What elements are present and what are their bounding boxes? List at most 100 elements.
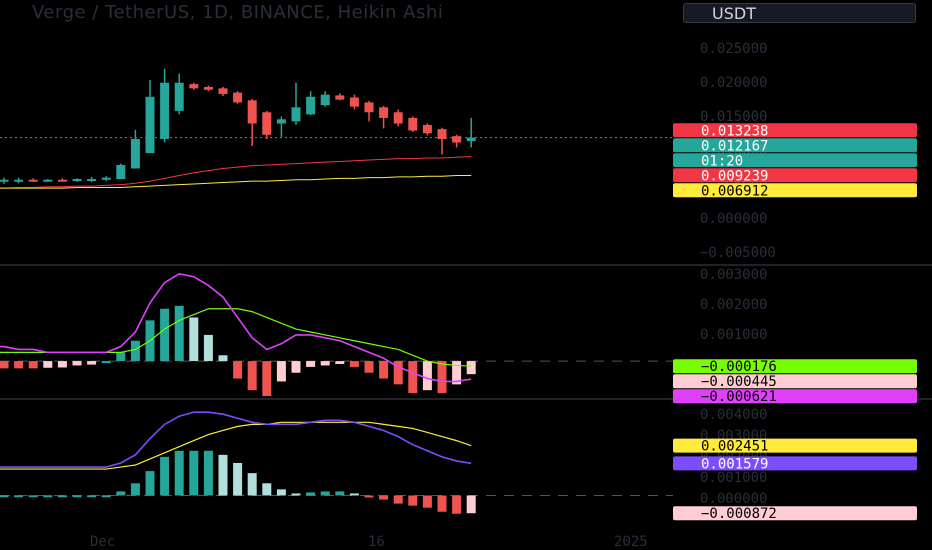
histogram-bar: [349, 493, 359, 496]
candle-body: [145, 96, 155, 154]
time-axis-label: 2025: [614, 534, 648, 550]
histogram-bar: [0, 495, 9, 498]
candle-body: [466, 137, 476, 142]
candle-body: [218, 88, 228, 94]
currency-button[interactable]: USDT: [683, 3, 916, 23]
y-tick-label: 0.000000: [700, 491, 767, 507]
candle-body: [87, 179, 97, 182]
candle-body: [364, 102, 374, 113]
price-tag-label: −0.000621: [701, 389, 777, 405]
candle-body: [291, 107, 301, 122]
histogram-bar: [335, 361, 345, 364]
histogram-bar: [218, 454, 228, 496]
candle-body: [14, 179, 24, 182]
histogram-bar: [393, 495, 403, 504]
histogram-bar: [130, 340, 140, 362]
histogram-bar: [262, 361, 272, 396]
candle-body: [28, 179, 38, 182]
histogram-bar: [306, 361, 316, 367]
histogram-bar: [43, 495, 53, 498]
histogram-bar: [116, 491, 126, 496]
price-tag: [673, 456, 917, 471]
histogram-bar: [379, 361, 389, 379]
price-tag: [673, 183, 917, 198]
price-tag-label: −0.000872: [701, 506, 777, 522]
histogram-bar: [349, 361, 359, 367]
histogram-bar: [57, 361, 67, 368]
candle-body: [57, 179, 67, 182]
histogram-bar: [87, 495, 97, 498]
histogram-bar: [276, 361, 286, 382]
y-tick-label: 0.015000: [700, 109, 767, 125]
histogram-bar: [160, 456, 170, 496]
candle-body: [160, 82, 170, 139]
ema-fast-line: [0, 156, 472, 189]
histogram-bar: [291, 493, 301, 496]
histogram-bar: [218, 355, 228, 362]
candle-body: [189, 84, 199, 89]
candle-body: [320, 94, 330, 106]
histogram-bar: [174, 450, 184, 496]
price-tag-label: −0.000176: [701, 359, 777, 375]
histogram-bar: [291, 361, 301, 373]
histogram-bar: [262, 483, 272, 496]
candle-body: [422, 124, 432, 134]
y-tick-label: 0.004000: [700, 407, 767, 423]
price-tag-label: 0.002451: [701, 439, 768, 455]
histogram-bar: [335, 491, 345, 496]
histogram-bar: [452, 361, 462, 385]
histogram-bar: [379, 495, 389, 500]
y-tick-label: 0.002000: [700, 297, 767, 313]
price-tag: [673, 138, 917, 153]
histogram-bar: [364, 361, 374, 373]
histogram-bar: [57, 495, 67, 498]
y-tick-label: −0.005000: [700, 245, 776, 261]
histogram-bar: [466, 361, 476, 375]
price-tag: [673, 168, 917, 183]
price-tag-label: 0.001579: [701, 456, 768, 472]
histogram-bar: [437, 361, 447, 394]
histogram-bar: [203, 334, 213, 362]
price-tag: [673, 153, 917, 168]
histogram-bar: [306, 492, 316, 496]
candle-body: [452, 136, 462, 143]
ema-slow-line: [0, 175, 472, 189]
chart-title: Verge / TetherUS, 1D, BINANCE, Heikin As…: [32, 2, 444, 23]
histogram-bar: [72, 361, 82, 366]
price-tag: [673, 374, 917, 389]
y-tick-label: 0.003000: [700, 267, 767, 283]
candle-body: [203, 86, 213, 90]
price-tag-label: 0.006912: [701, 183, 768, 199]
time-axis-label: 16: [368, 534, 385, 550]
candle-body: [247, 100, 257, 124]
price-tag-label: 01:20: [701, 153, 743, 169]
histogram-bar: [189, 450, 199, 496]
candle-body: [72, 179, 82, 182]
histogram-bar: [174, 305, 184, 362]
candle-body: [437, 129, 447, 139]
histogram-bar: [408, 495, 418, 506]
signal-line: [0, 421, 472, 470]
histogram-bar: [130, 483, 140, 496]
price-tag-label: 0.009239: [701, 168, 768, 184]
histogram-bar: [116, 352, 126, 362]
histogram-bar: [233, 361, 243, 379]
price-tag: [673, 438, 917, 453]
candle-body: [43, 179, 53, 182]
histogram-bar: [276, 489, 286, 496]
histogram-bar: [364, 495, 374, 498]
histogram-bar: [393, 361, 403, 385]
histogram-bar: [203, 450, 213, 496]
histogram-bar: [452, 495, 462, 514]
histogram-bar: [14, 361, 24, 369]
candle-body: [306, 96, 316, 115]
candle-body: [276, 119, 286, 124]
price-tag-label: 0.013238: [701, 123, 768, 139]
candle-body: [101, 177, 111, 180]
y-tick-label: 0.020000: [700, 75, 767, 91]
histogram-bar: [14, 495, 24, 498]
macd-line: [0, 411, 472, 468]
candle-body: [174, 82, 184, 111]
histogram-bar: [466, 495, 476, 514]
candle-body: [0, 179, 9, 182]
